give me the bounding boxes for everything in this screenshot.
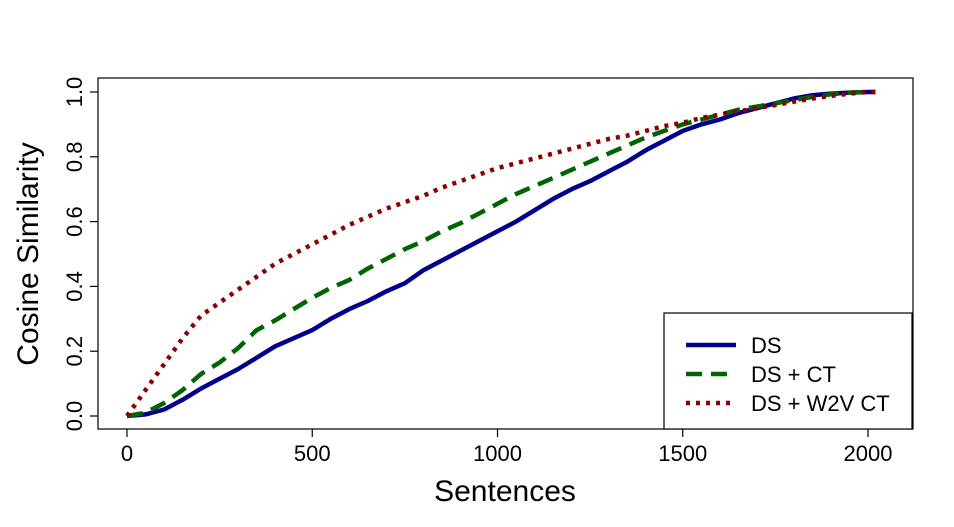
legend: DS DS + CT DS + W2V CT	[663, 312, 913, 430]
x-tick-label: 1000	[473, 441, 522, 466]
y-tick-label: 0.4	[62, 271, 87, 302]
x-axis-title: Sentences	[434, 475, 576, 508]
y-tick-label: 0.6	[62, 206, 87, 237]
x-tick-label: 1500	[658, 441, 707, 466]
x-tick-label: 500	[294, 441, 331, 466]
y-tick-label: 0.8	[62, 142, 87, 173]
y-axis: 0.0 0.2 0.4 0.6 0.8 1.0	[62, 77, 98, 432]
legend-label-3: DS + W2V CT	[751, 391, 890, 416]
y-tick-label: 1.0	[62, 77, 87, 108]
legend-label-2: DS + CT	[751, 362, 836, 387]
plot-area	[97, 77, 914, 430]
plot-border	[97, 77, 914, 430]
y-tick-label: 0.0	[62, 401, 87, 432]
legend-label-1: DS	[751, 333, 782, 358]
x-tick-label: 2000	[844, 441, 893, 466]
x-tick-label: 0	[121, 441, 133, 466]
x-axis: 0 500 1000 1500 2000	[121, 429, 893, 466]
series-line-2	[126, 89, 876, 419]
y-axis-title: Cosine Similarity	[12, 142, 45, 365]
y-tick-label: 0.2	[62, 336, 87, 367]
legend-box	[663, 312, 913, 430]
series-layer	[125, 89, 876, 419]
